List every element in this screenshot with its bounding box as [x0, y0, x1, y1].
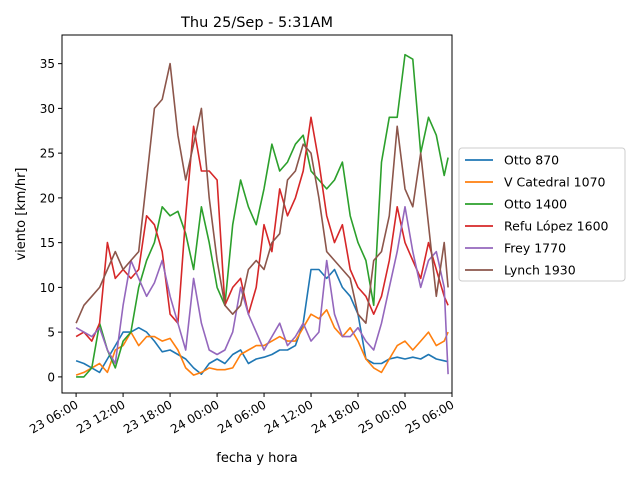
y-tick-label: 0: [47, 370, 55, 384]
y-tick-label: 35: [40, 57, 55, 71]
series-line-5: [75, 62, 449, 325]
series-line-3: [75, 116, 449, 342]
x-tick-label: 23 06:00: [27, 397, 80, 436]
x-tick-label: 23 18:00: [121, 397, 174, 436]
series-line-2: [76, 53, 449, 378]
legend-label: Refu López 1600: [504, 219, 609, 234]
y-tick-label: 15: [40, 236, 55, 250]
legend-label: Otto 1400: [504, 197, 567, 212]
legend-label: V Catedral 1070: [504, 175, 606, 190]
chart-title: Thu 25/Sep - 5:31AM: [180, 15, 333, 31]
x-tick-label: 23 12:00: [74, 397, 127, 436]
legend-box: [458, 147, 626, 282]
x-tick-label: 24 18:00: [309, 397, 362, 436]
y-tick-label: 25: [40, 147, 55, 161]
legend-label: Frey 1770: [504, 241, 566, 256]
x-tick-label: 25 00:00: [356, 397, 409, 436]
y-tick-label: 5: [47, 326, 55, 340]
plot-frame: [61, 34, 453, 394]
x-tick-label: 24 12:00: [262, 397, 315, 436]
x-axis-label: fecha y hora: [216, 451, 297, 466]
y-tick-label: 20: [40, 191, 55, 205]
series-line-4: [75, 206, 449, 375]
series-line-1: [75, 308, 449, 376]
y-tick-label: 10: [40, 281, 55, 295]
legend: Otto 870 V Catedral 1070 Otto 1400 Refu Lóp…: [458, 147, 626, 282]
series-lines: [75, 53, 449, 378]
legend-label: Lynch 1930: [504, 263, 576, 278]
y-axis: 0 5 10 15 20 25 30 35: [40, 57, 62, 384]
y-axis-label: viento [km/hr]: [14, 167, 29, 260]
x-tick-label: 25 06:00: [403, 397, 456, 436]
y-tick-label: 30: [40, 102, 55, 116]
x-tick-label: 24 06:00: [215, 397, 268, 436]
legend-label: Otto 870: [504, 153, 559, 168]
x-tick-label: 24 00:00: [168, 397, 221, 436]
